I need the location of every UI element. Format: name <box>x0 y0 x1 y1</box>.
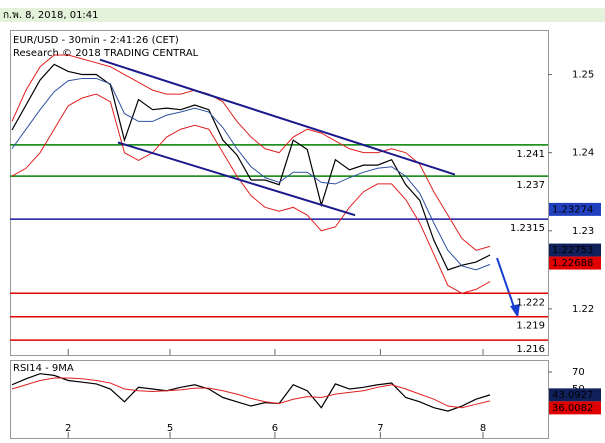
price-marker <box>549 243 601 257</box>
chart-subtitle: Research © 2018 TRADING CENTRAL <box>13 48 199 59</box>
level-label: 1.216 <box>516 344 545 355</box>
price-marker <box>549 256 601 270</box>
level-label: 1.222 <box>516 297 545 308</box>
series-line <box>11 63 491 271</box>
price-marker <box>549 388 601 402</box>
series-line <box>11 93 491 294</box>
y-tick-label: 70 <box>572 367 585 378</box>
x-tick-label: 6 <box>272 423 278 434</box>
series-line <box>11 373 491 412</box>
x-tick-label: 2 <box>65 423 71 434</box>
x-tick-label: 5 <box>167 423 173 434</box>
price-marker <box>549 202 601 216</box>
price-marker <box>549 401 601 415</box>
y-tick-label: 1.22 <box>572 304 594 315</box>
price-marker-label: 1.23274 <box>552 204 593 215</box>
price-frame <box>10 30 549 356</box>
forecast-arrowhead <box>510 304 520 318</box>
series-line <box>11 377 491 409</box>
trendline <box>117 141 356 217</box>
header-bar <box>0 8 605 22</box>
x-tick-label: 7 <box>377 423 383 434</box>
level-label: 1.241 <box>516 149 545 160</box>
level-label: 1.219 <box>516 321 545 332</box>
price-marker-label: 36.0082 <box>552 403 593 414</box>
level-label: 1.237 <box>516 180 545 191</box>
level-label: 1.2315 <box>510 223 545 234</box>
rsi-frame <box>10 360 549 439</box>
price-marker-label: 43.0927 <box>552 390 593 401</box>
y-tick-label: 1.25 <box>572 70 594 81</box>
chart-title: EUR/USD - 30min - 2:41:26 (CET) <box>13 35 179 46</box>
price-marker-label: 1.22753 <box>552 245 593 256</box>
price-marker-label: 1.22688 <box>552 258 593 269</box>
forecast-arrow <box>496 257 516 311</box>
timestamp: ก.พ. 8, 2018, 01:41 <box>3 10 99 21</box>
y-tick-label: 1.23 <box>572 226 594 237</box>
series-line <box>11 54 491 251</box>
y-tick-label: 1.24 <box>572 148 594 159</box>
series-line <box>11 77 491 271</box>
trendline <box>99 58 456 176</box>
x-tick-label: 8 <box>480 423 486 434</box>
rsi-title: RSI14 - 9MA <box>13 363 74 374</box>
